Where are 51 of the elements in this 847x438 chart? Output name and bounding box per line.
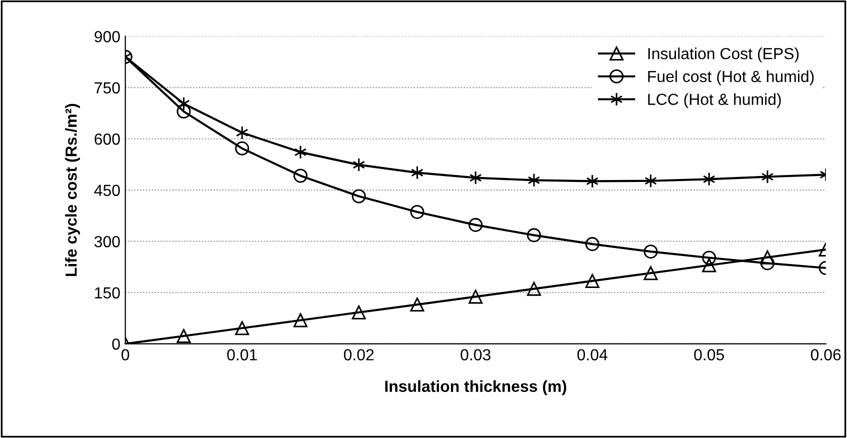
point	[352, 189, 366, 204]
point	[176, 328, 191, 343]
point	[585, 237, 600, 252]
point	[410, 298, 424, 312]
point	[702, 258, 716, 272]
point	[760, 256, 774, 270]
y-tick-label: 150	[95, 287, 120, 299]
point	[528, 173, 540, 188]
point	[586, 174, 599, 188]
point	[702, 172, 716, 186]
legend-label: Fuel cost (Hot & humid)	[648, 70, 814, 86]
point	[526, 228, 541, 242]
point	[469, 170, 482, 185]
point	[294, 145, 307, 160]
legend-label: Insulation Cost (EPS)	[648, 48, 799, 62]
y-tick-label: 0	[112, 338, 120, 350]
y-tick-label: 750	[94, 82, 120, 94]
x-tick-label: 0.02	[344, 349, 374, 360]
legend-label: LCC (Hot & humid)	[648, 93, 781, 108]
point	[352, 305, 366, 320]
point	[702, 250, 716, 265]
point	[644, 266, 658, 280]
x-tick-label: 0.03	[460, 349, 490, 360]
point	[176, 104, 191, 119]
x-tick-label: 0.04	[577, 349, 608, 360]
point	[411, 166, 424, 180]
x-tick-label: 0.05	[694, 349, 724, 360]
point	[293, 313, 308, 328]
point	[178, 96, 190, 111]
point	[585, 274, 600, 288]
point	[235, 141, 250, 156]
point	[644, 174, 657, 188]
point	[236, 126, 248, 140]
y-tick-label: 600	[94, 133, 120, 145]
y-tick-label: 300	[94, 236, 120, 248]
x-axis-title: Insulation thickness (m)	[385, 380, 566, 396]
point	[410, 204, 424, 219]
point	[644, 244, 658, 259]
x-tick-label: 0	[122, 349, 130, 360]
point	[468, 218, 483, 232]
x-tick-label: 0.06	[810, 349, 841, 360]
point	[468, 290, 483, 304]
y-tick-label: 450	[94, 184, 120, 196]
x-tick-label: 0.01	[227, 349, 257, 360]
point	[526, 282, 541, 296]
y-axis-title: Life cycle cost (Rs./m²)	[65, 104, 80, 276]
point	[761, 170, 774, 184]
point	[235, 321, 250, 336]
point	[352, 158, 366, 172]
y-tick-label: 900	[94, 30, 120, 42]
point	[293, 168, 308, 183]
